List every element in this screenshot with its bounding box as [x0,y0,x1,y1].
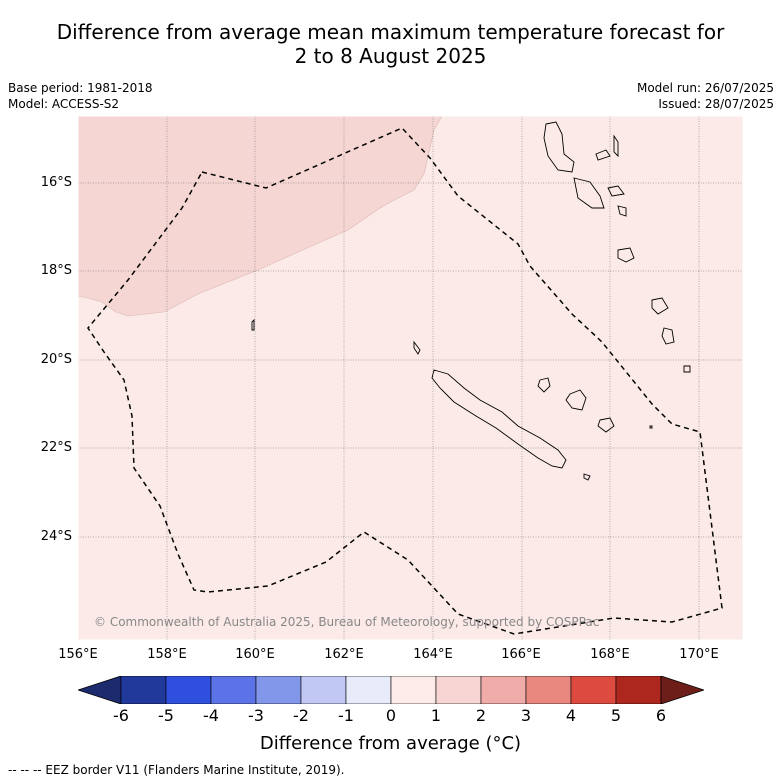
cbar-tick: -6 [113,706,129,725]
colorbar-segment [615,676,662,704]
erromango-island [651,297,669,315]
lon-label-164e: 164°E [413,647,453,662]
aneityum-island [683,365,691,373]
lat-label-16s: 16°S [40,175,72,190]
map-copyright: © Commonwealth of Australia 2025, Bureau… [94,615,599,629]
espiritu-santo [543,121,575,173]
colorbar-underflow-triangle [78,676,122,704]
lon-label-160e: 160°E [235,647,275,662]
eez-legend-note: -- -- -- EEZ border V11 (Flanders Marine… [8,763,345,777]
isle-of-pines [583,473,591,481]
colorbar-segment [165,676,212,704]
colorbar-segment [525,676,572,704]
cbar-tick: -1 [338,706,354,725]
belep-islands [413,340,421,355]
ouvea-island [537,377,551,393]
eez-border [87,127,723,635]
lon-label-170e: 170°E [679,647,719,662]
cbar-tick: 2 [475,706,487,725]
lon-label-158e: 158°E [147,647,187,662]
mare-island [597,417,615,433]
colorbar-segment [480,676,527,704]
model-name: Model: ACCESS-S2 [8,97,120,111]
colorbar-segment [345,676,392,704]
colorbar [78,676,704,704]
cbar-tick: 4 [565,706,577,725]
hunter-island [649,425,653,429]
colorbar-overflow-triangle [660,676,704,704]
colorbar-segment [435,676,482,704]
lat-label-24s: 24°S [40,529,72,544]
gridlines [78,116,743,640]
lon-label-156e: 156°E [58,647,98,662]
pentecost-island [613,134,619,158]
cbar-tick: 6 [655,706,667,725]
colorbar-segment [120,676,167,704]
cbar-tick: -3 [248,706,264,725]
colorbar-segment [255,676,302,704]
epi-shepherd-islands [617,205,627,217]
new-caledonia-main-island [431,369,567,469]
chart-title-line2: 2 to 8 August 2025 [294,44,487,68]
chesterfield-reef [251,318,255,331]
base-period: Base period: 1981-2018 [8,81,153,95]
ambrym-island [607,185,625,197]
cbar-tick: -4 [203,706,219,725]
lon-label-168e: 168°E [590,647,630,662]
efate-island [617,247,635,263]
colorbar-segment [390,676,437,704]
tanna-island [661,327,675,345]
meta-right: Model run: 26/07/2025 Issued: 28/07/2025 [637,80,774,112]
lon-label-166e: 166°E [501,647,541,662]
colorbar-segment [570,676,617,704]
lat-label-22s: 22°S [40,440,72,455]
lon-label-162e: 162°E [324,647,364,662]
cbar-tick: 1 [430,706,442,725]
model-run: Model run: 26/07/2025 [636,81,774,95]
lifou-island [565,389,587,411]
anomaly-region-warm [78,116,443,317]
issued-date: Issued: 28/07/2025 [658,97,774,111]
cbar-tick: -2 [293,706,309,725]
meta-left: Base period: 1981-2018 Model: ACCESS-S2 [8,80,153,112]
malo-island [595,149,611,161]
colorbar-segment [300,676,347,704]
cbar-tick: 3 [520,706,532,725]
colorbar-label: Difference from average (°C) [259,733,522,754]
coastlines [251,121,691,481]
cbar-tick: 5 [610,706,622,725]
malekula-island [573,177,605,209]
cbar-tick: -5 [158,706,174,725]
colorbar-segment [210,676,257,704]
lat-label-20s: 20°S [40,352,72,367]
chart-title-line1: Difference from average mean maximum tem… [56,20,725,44]
cbar-tick: 0 [385,706,397,725]
map-panel: © Commonwealth of Australia 2025, Bureau… [78,116,743,640]
lat-label-18s: 18°S [40,263,72,278]
